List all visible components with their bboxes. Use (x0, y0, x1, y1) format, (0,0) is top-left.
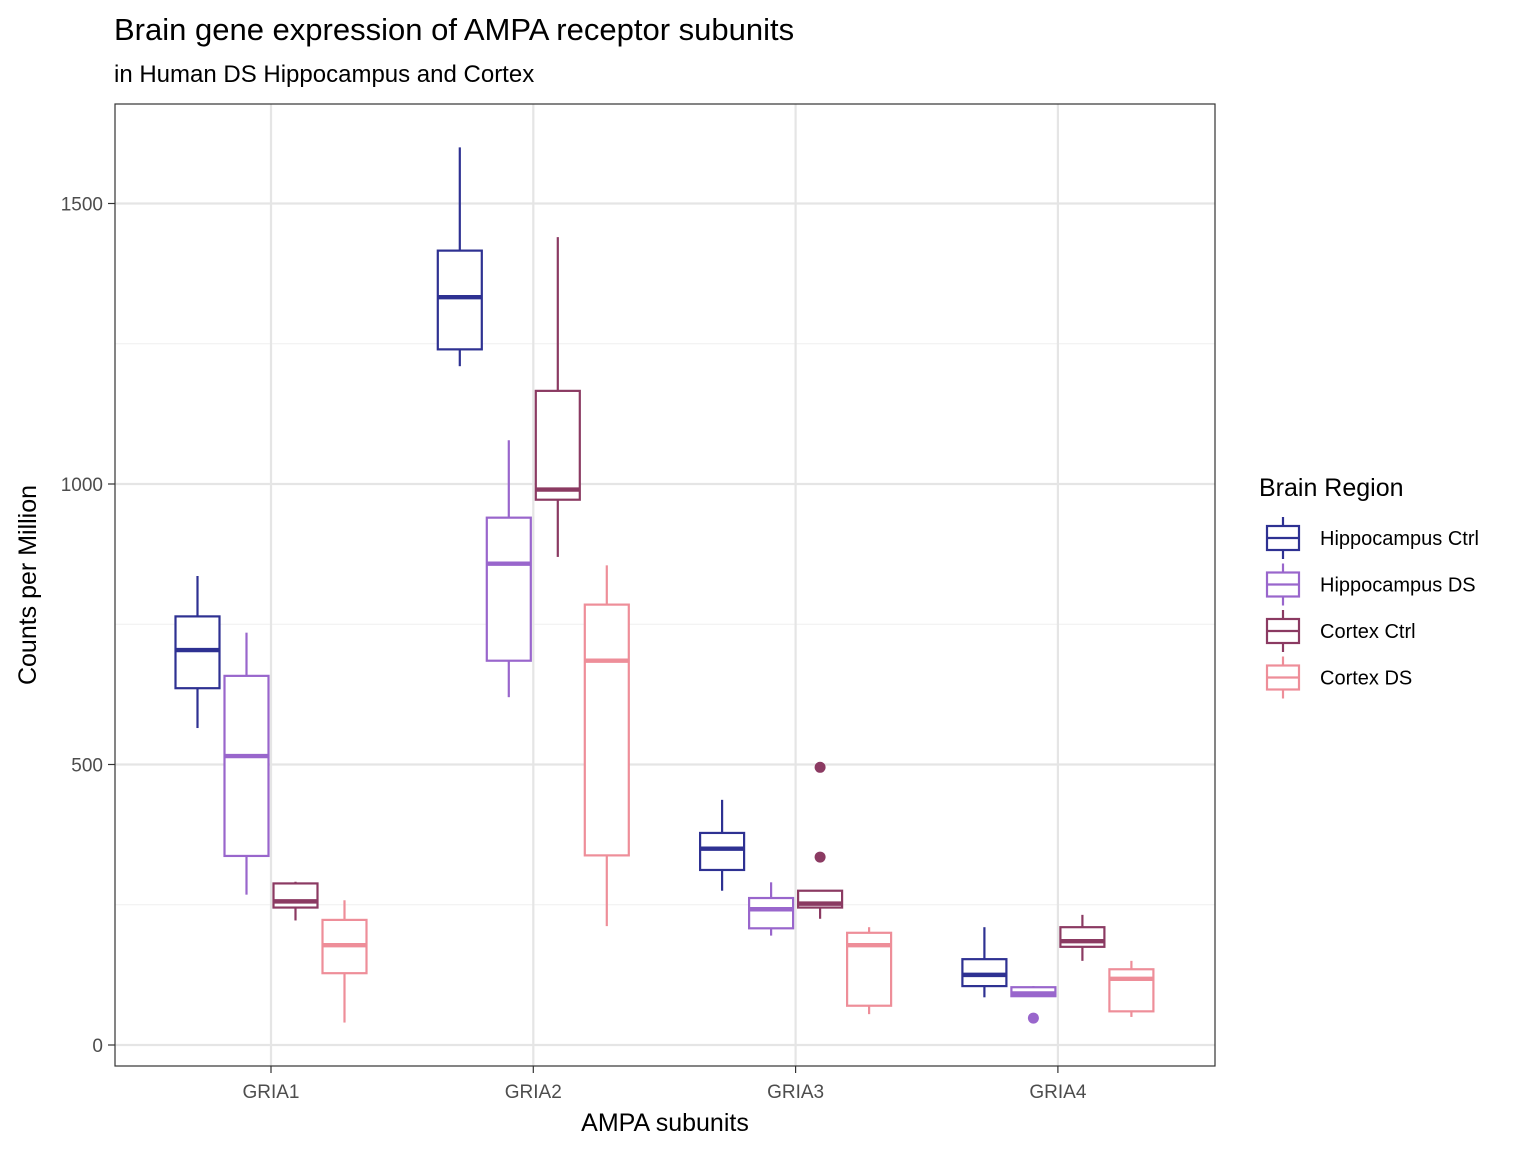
box-gria2 (534, 237, 581, 557)
box-gria3 (845, 927, 893, 1015)
legend-label: Cortex Ctrl (1320, 621, 1416, 643)
box-gria2 (583, 565, 630, 927)
box-iqr (272, 882, 319, 909)
legend-label: Cortex DS (1320, 668, 1412, 690)
grid (115, 104, 1215, 1066)
box-iqr (747, 896, 795, 930)
y-tick-label: 500 (71, 756, 103, 777)
plot-panel-border (114, 103, 1216, 1067)
outlier-point (814, 851, 826, 863)
series-cortex-ds (321, 565, 1155, 1023)
y-tick-label: 0 (92, 1036, 103, 1057)
legend: Brain Region Hippocampus Ctrl Hippocampus… (1259, 474, 1479, 699)
y-tick-label: 1000 (61, 475, 103, 496)
series-hippocampus-ctrl (174, 147, 1008, 998)
series-cortex-ctrl (272, 237, 1106, 961)
x-tick-label: GRIA3 (767, 1082, 824, 1103)
box-gria3 (796, 761, 844, 919)
series-hippocampus-ds (223, 440, 1057, 1024)
plot-boxes (174, 147, 1155, 1024)
box-iqr (1059, 926, 1106, 948)
box-gria4 (961, 927, 1008, 998)
box-gria2 (436, 147, 483, 367)
legend-item: Cortex Ctrl (1265, 610, 1416, 652)
box-iqr (174, 615, 221, 690)
box-gria4 (1010, 986, 1057, 1024)
box-gria4 (1059, 914, 1106, 961)
box-iqr (223, 674, 270, 858)
legend-item: Hippocampus Ctrl (1265, 517, 1479, 559)
box-iqr (485, 516, 532, 662)
legend-item: Hippocampus DS (1265, 563, 1476, 606)
box-iqr (961, 958, 1008, 988)
x-tick-label: GRIA4 (1029, 1082, 1086, 1103)
chart-subtitle: in Human DS Hippocampus and Cortex (114, 61, 534, 88)
x-tick-label: GRIA1 (242, 1082, 299, 1103)
axes: 0 500 1000 1500 GRIA1 GRIA2 GRIA3 GRIA4 (61, 195, 1087, 1104)
box-gria1 (223, 632, 270, 895)
box-iqr (583, 603, 630, 857)
box-gria3 (747, 882, 795, 936)
box-iqr (698, 831, 746, 872)
box-gria1 (272, 881, 319, 921)
x-axis-title: AMPA subunits (581, 1109, 749, 1137)
y-tick-label: 1500 (61, 195, 103, 216)
chart-title: Brain gene expression of AMPA receptor s… (114, 12, 794, 47)
box-gria3 (698, 799, 746, 891)
legend-label: Hippocampus Ctrl (1320, 528, 1479, 550)
legend-label: Hippocampus DS (1320, 575, 1476, 597)
x-tick-label: GRIA2 (505, 1082, 562, 1103)
box-iqr (1108, 968, 1155, 1013)
box-iqr (534, 389, 581, 501)
box-gria1 (321, 900, 368, 1023)
box-gria2 (485, 440, 532, 698)
outlier-point (814, 761, 826, 773)
legend-item: Cortex DS (1265, 656, 1412, 699)
outlier-point (1027, 1012, 1039, 1024)
legend-title: Brain Region (1259, 474, 1404, 502)
box-gria1 (174, 576, 221, 729)
y-axis-title: Counts per Million (14, 485, 42, 685)
box-iqr (436, 249, 483, 351)
box-gria4 (1108, 960, 1155, 1017)
